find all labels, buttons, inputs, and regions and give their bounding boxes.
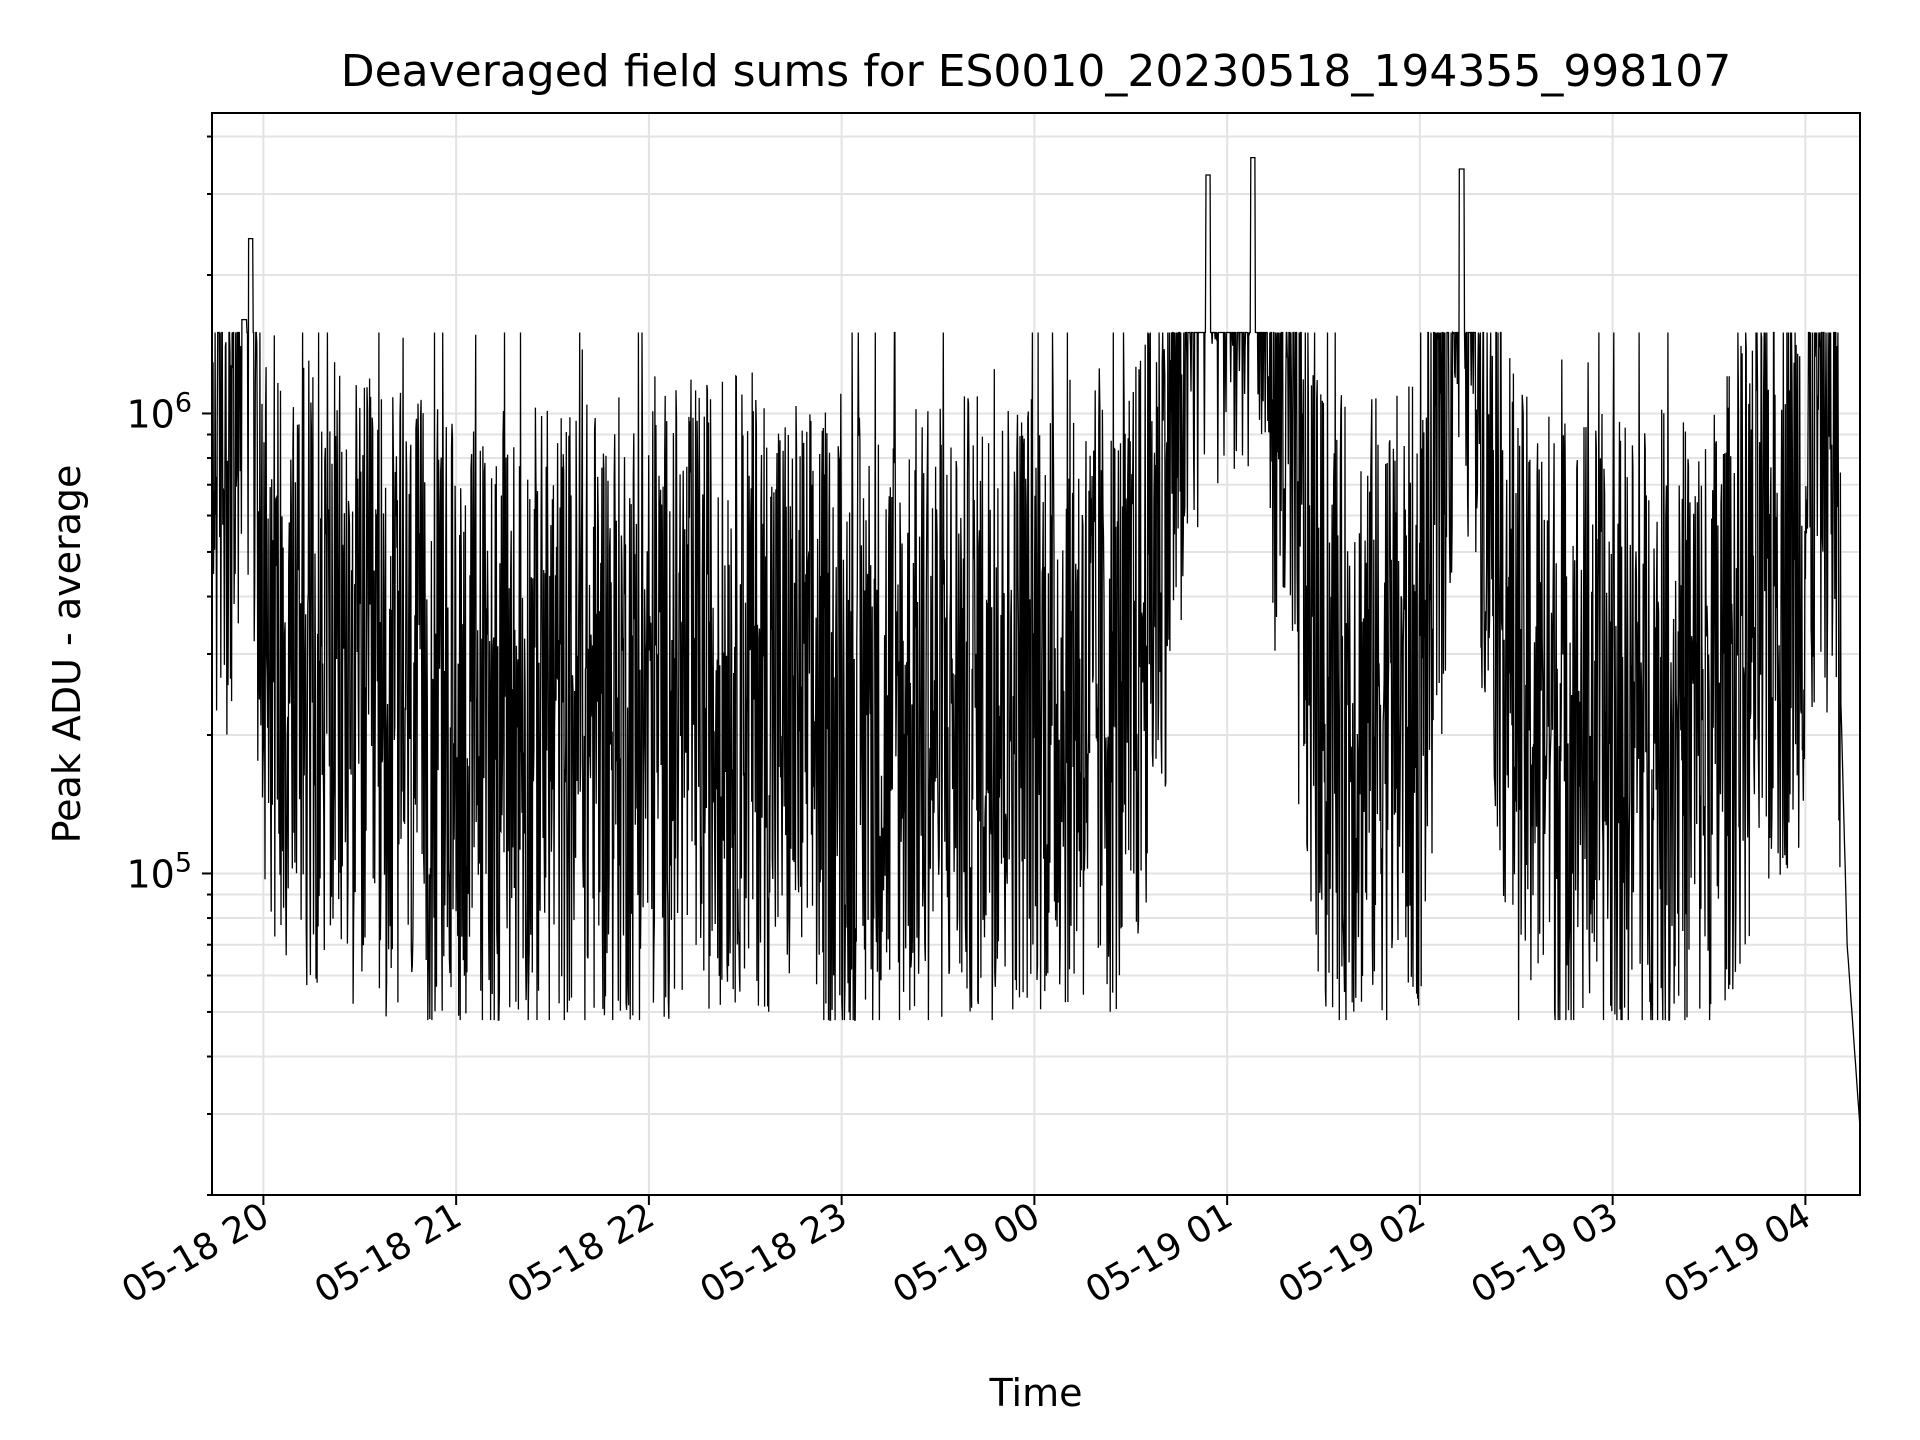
chart-title: Deaveraged field sums for ES0010_2023051…: [341, 46, 1732, 97]
y-axis-label: Peak ADU - average: [45, 465, 89, 844]
x-axis-label: Time: [989, 1371, 1083, 1415]
y-tick-label: 106: [126, 387, 192, 436]
series-group: [211, 156, 1861, 1128]
y-tick-label: 105: [126, 847, 192, 896]
series-line: [211, 156, 1861, 1128]
y-axis: 105 106: [126, 135, 212, 1196]
